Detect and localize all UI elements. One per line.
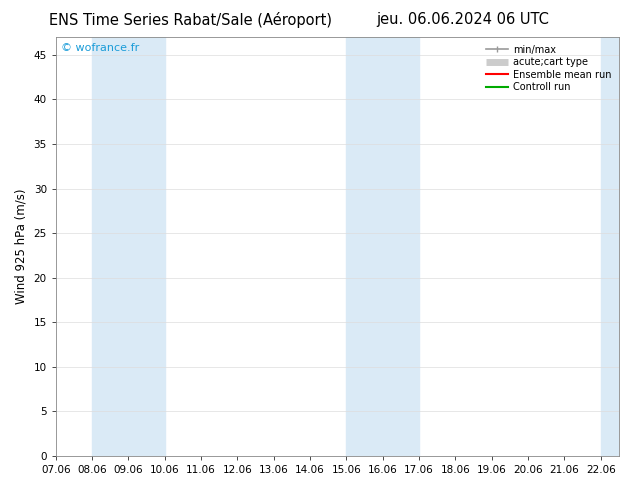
Bar — [92, 37, 165, 456]
Text: © wofrance.fr: © wofrance.fr — [61, 43, 139, 53]
Y-axis label: Wind 925 hPa (m/s): Wind 925 hPa (m/s) — [15, 189, 28, 304]
Legend: min/max, acute;cart type, Ensemble mean run, Controll run: min/max, acute;cart type, Ensemble mean … — [484, 42, 614, 95]
Text: jeu. 06.06.2024 06 UTC: jeu. 06.06.2024 06 UTC — [377, 12, 549, 27]
Bar — [347, 37, 419, 456]
Text: ENS Time Series Rabat/Sale (Aéroport): ENS Time Series Rabat/Sale (Aéroport) — [49, 12, 332, 28]
Bar — [601, 37, 619, 456]
